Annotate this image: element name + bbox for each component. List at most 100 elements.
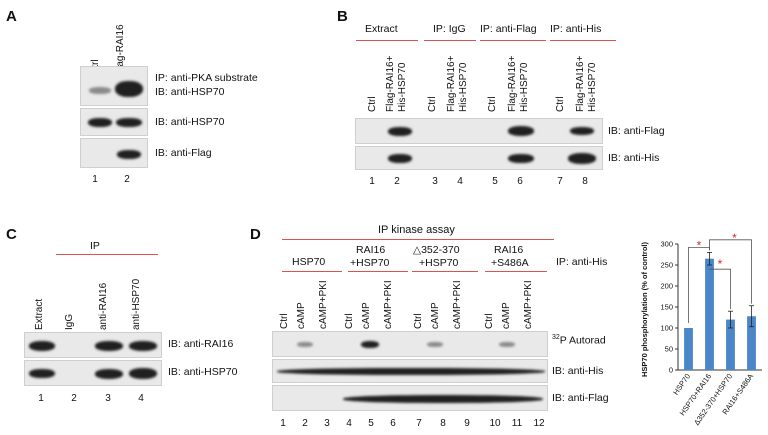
panel-d-lane-5: 5 [368, 418, 374, 429]
panel-d-col-pki-2: cAMP+PKI [383, 280, 394, 329]
panel-d-title-line [282, 239, 554, 240]
phosphorylation-bar-chart: 050100150200250300HSP70HSP70+RAI16Δ352-3… [660, 232, 762, 427]
panel-c-blot-rai16 [24, 332, 162, 358]
bracket-3 [709, 268, 731, 310]
significance-star-2: * [718, 257, 723, 271]
panel-c-blot-hsp70 [24, 360, 162, 386]
panel-c-row-rai16: IB: anti-RAI16 [168, 338, 234, 350]
panel-c-col-hsp70: anti-HSP70 [131, 278, 142, 330]
panel-b-col-flag-4: Flag-RAI16+ [575, 55, 586, 112]
panel-d-row-autorad-text: P Autorad [559, 334, 606, 347]
y-tick-label-3: 150 [660, 303, 673, 312]
panel-b-lane-8: 8 [582, 176, 588, 187]
panel-b-group-flag: IP: anti-Flag [480, 23, 537, 35]
panel-d-row-autorad-isotope: 32 [552, 334, 560, 341]
y-tick-label-4: 200 [660, 282, 673, 291]
panel-b-blot-flag [355, 118, 603, 144]
panel-b-col-flag-1: Flag-RAI16+ [385, 55, 396, 112]
panel-b-col-his-3: His-HSP70 [519, 62, 530, 112]
panel-d-line-3 [412, 271, 478, 272]
panel-d-col-pki-4: cAMP+PKI [523, 280, 534, 329]
panel-d-blot-flag [272, 385, 548, 411]
panel-b-row-flag: IB: anti-Flag [608, 125, 665, 137]
y-tick-label-0: 0 [669, 366, 673, 375]
panel-c-col-rai16: anti-RAI16 [98, 282, 109, 330]
panel-b-lane-5: 5 [492, 176, 498, 187]
panel-d-blot-autorad [272, 331, 548, 357]
panel-d-col-pki-3: cAMP+PKI [452, 280, 463, 329]
panel-b-lane-2: 2 [394, 176, 400, 187]
panel-d-col-camp-2: cAMP [361, 302, 372, 329]
panel-c-group-ip: IP [90, 240, 100, 252]
panel-c-row-hsp70: IB: anti-HSP70 [168, 366, 238, 378]
panel-b-col-his-2: His-HSP70 [458, 62, 469, 112]
panel-d-line-4 [485, 271, 547, 272]
bar-2 [726, 319, 735, 370]
panel-b-col-his-4: His-HSP70 [587, 62, 598, 112]
panel-d-lane-7: 7 [416, 418, 422, 429]
panel-b-line-3 [480, 40, 546, 41]
panel-d-col-camp-4: cAMP [501, 302, 512, 329]
panel-b-lane-4: 4 [457, 176, 463, 187]
panel-b-lane-1: 1 [369, 176, 375, 187]
panel-d-col-ctrl-4: Ctrl [484, 313, 495, 329]
panel-d-row-flag: IB: anti-Flag [552, 392, 609, 404]
bar-1 [705, 258, 714, 370]
panel-d-col-camp-1: cAMP [296, 302, 307, 329]
panel-b-col-flag-3: Flag-RAI16+ [507, 55, 518, 112]
panel-d-line-1 [282, 271, 342, 272]
panel-b-col-flag-2: Flag-RAI16+ [446, 55, 457, 112]
panel-b-col-ctrl-2: Ctrl [427, 96, 438, 112]
panel-d-lane-4: 4 [346, 418, 352, 429]
panel-d-col-ctrl-2: Ctrl [344, 313, 355, 329]
panel-c-lane-3: 3 [105, 393, 111, 404]
panel-d-group-delta-sub: +HSP70 [419, 257, 459, 269]
panel-d-lane-11: 11 [511, 418, 523, 429]
panel-d-lane-3: 3 [324, 418, 330, 429]
panel-b-group-igg: IP: IgG [433, 23, 466, 35]
panel-d-lane-9: 9 [464, 418, 470, 429]
panel-d-lane-12: 12 [533, 418, 545, 429]
panel-a-blot-2 [80, 108, 148, 136]
chart-ylabel: HSP70 phosphorylation (% of control) [640, 241, 649, 377]
panel-d-letter: D [250, 226, 261, 243]
significance-star-0: * [697, 238, 702, 252]
panel-b-col-ctrl-4: Ctrl [555, 96, 566, 112]
panel-d-group-s486a: RAI16 [494, 244, 524, 256]
panel-d-col-ctrl-1: Ctrl [279, 313, 290, 329]
panel-b-lane-6: 6 [517, 176, 523, 187]
panel-b-col-ctrl-1: Ctrl [367, 96, 378, 112]
panel-b-row-his: IB: anti-His [608, 152, 660, 164]
panel-c-lane-1: 1 [38, 393, 44, 404]
panel-d-col-ctrl-3: Ctrl [413, 313, 424, 329]
panel-c-letter: C [6, 226, 17, 243]
y-tick-label-6: 300 [660, 240, 673, 249]
panel-d-ip-label: IP: anti-His [556, 256, 608, 268]
panel-d-row-autorad: 32P Autorad [552, 334, 606, 347]
panel-b-lane-7: 7 [557, 176, 563, 187]
panel-c-col-igg: IgG [64, 313, 75, 330]
panel-a-blot-3 [80, 138, 148, 168]
panel-a-row-3: IB: anti-HSP70 [155, 116, 225, 128]
panel-a-lane-2: 2 [124, 174, 130, 185]
panel-d-lane-10: 10 [489, 418, 501, 429]
panel-a-row-2: IB: anti-HSP70 [155, 86, 225, 98]
panel-a-blot-1 [80, 66, 148, 106]
panel-b-col-ctrl-3: Ctrl [487, 96, 498, 112]
panel-c-lane-4: 4 [138, 393, 144, 404]
panel-d-lane-6: 6 [390, 418, 396, 429]
panel-d-lane-8: 8 [440, 418, 446, 429]
panel-a-row-1: IP: anti-PKA substrate [155, 72, 258, 84]
panel-d-group-rai16-sub: +HSP70 [350, 257, 390, 269]
panel-b-col-his-1: His-HSP70 [397, 62, 408, 112]
panel-b-line-1 [356, 40, 418, 41]
panel-b-line-4 [550, 40, 616, 41]
panel-d-group-rai16: RAI16 [356, 244, 386, 256]
panel-b-group-his: IP: anti-His [550, 23, 602, 35]
significance-star-1: * [732, 232, 737, 245]
panel-d-blot-his [272, 359, 548, 383]
panel-d-line-2 [348, 271, 408, 272]
panel-c-line [56, 254, 158, 255]
panel-d-title: IP kinase assay [378, 224, 455, 236]
y-tick-label-1: 50 [665, 345, 673, 354]
